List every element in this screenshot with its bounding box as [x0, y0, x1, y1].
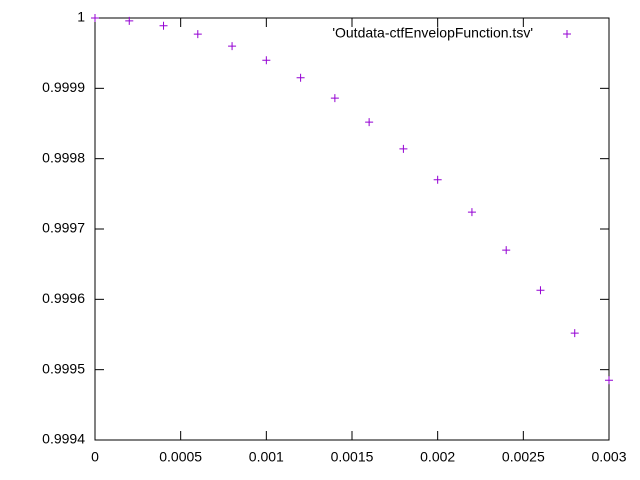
x-tick-label: 0.0025: [502, 449, 545, 465]
legend-label: 'Outdata-ctfEnvelopFunction.tsv': [332, 25, 533, 41]
data-point: [296, 73, 305, 82]
y-tick-label: 0.9997: [42, 220, 85, 236]
data-point: [605, 376, 613, 385]
y-tick-label: 0.9995: [42, 360, 85, 376]
x-tick-label: 0.003: [591, 449, 626, 465]
y-tick-label: 1: [77, 9, 85, 25]
data-point: [502, 246, 511, 255]
x-tick-label: 0.0015: [331, 449, 374, 465]
data-point: [125, 16, 134, 25]
data-point: [365, 118, 374, 127]
y-tick-label: 0.9996: [42, 290, 85, 306]
y-tick-label: 0.9998: [42, 149, 85, 165]
data-point: [467, 208, 476, 217]
data-point: [228, 42, 237, 51]
data-point: [433, 175, 442, 184]
data-point: [159, 21, 168, 30]
data-point: [330, 94, 339, 103]
data-point: [193, 30, 202, 39]
y-tick-label: 0.9994: [42, 431, 85, 447]
data-point: [570, 329, 579, 338]
x-tick-label: 0.0005: [159, 449, 202, 465]
data-point: [262, 56, 271, 65]
x-tick-label: 0: [91, 449, 99, 465]
data-point: [536, 286, 545, 295]
x-tick-label: 0.001: [249, 449, 284, 465]
data-point: [399, 144, 408, 153]
legend-marker: [563, 30, 571, 38]
data-point: [91, 14, 99, 22]
plot-border: [94, 17, 610, 441]
x-tick-label: 0.002: [420, 449, 455, 465]
y-tick-label: 0.9999: [42, 79, 85, 95]
